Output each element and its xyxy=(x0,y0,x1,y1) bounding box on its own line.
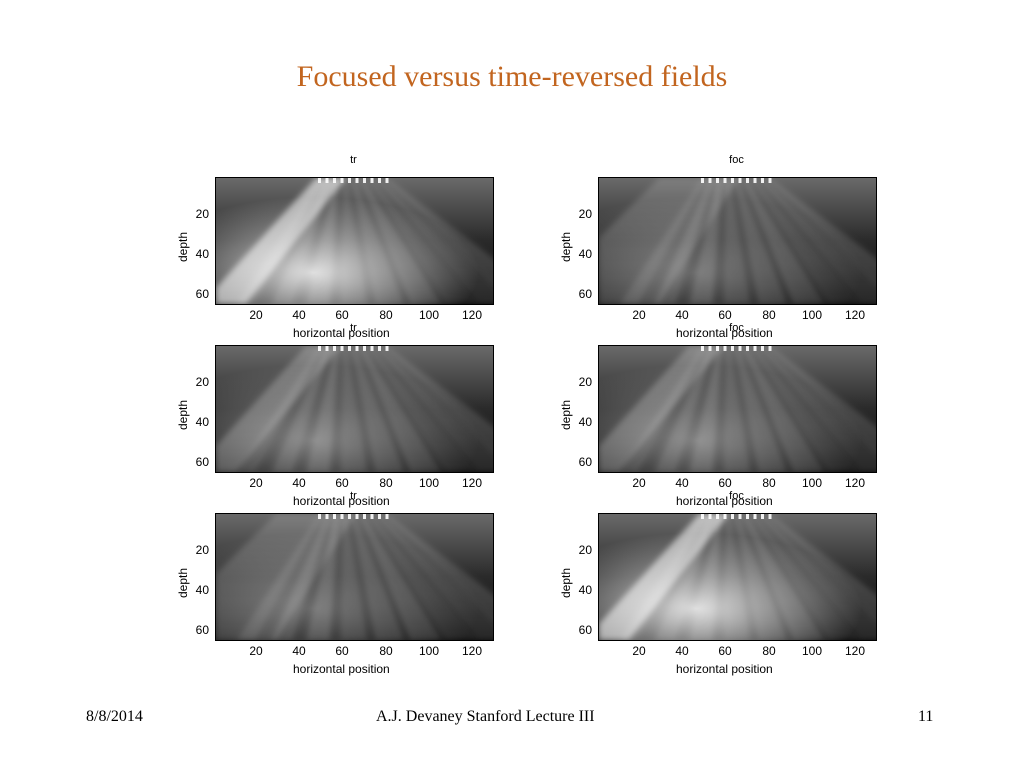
plot-title: foc xyxy=(729,322,744,334)
x-tick-label: 80 xyxy=(379,308,393,322)
y-tick-label: 60 xyxy=(578,455,592,469)
x-tick-label: 20 xyxy=(632,644,646,658)
field-image xyxy=(598,177,877,305)
field-image xyxy=(215,177,494,305)
field-image xyxy=(598,345,877,473)
slide-title: Focused versus time-reversed fields xyxy=(296,60,728,93)
x-tick-label: 80 xyxy=(762,644,776,658)
plot-title: tr xyxy=(350,154,357,166)
y-tick-label: 40 xyxy=(578,583,592,597)
y-tick-label: 20 xyxy=(195,375,209,389)
x-tick-label: 40 xyxy=(292,476,306,490)
y-tick-label: 60 xyxy=(195,455,209,469)
field-image xyxy=(598,513,877,641)
x-tick-label: 60 xyxy=(718,476,732,490)
x-tick-label: 40 xyxy=(675,308,689,322)
y-tick-label: 40 xyxy=(195,415,209,429)
y-tick-label: 60 xyxy=(195,287,209,301)
x-tick-label: 20 xyxy=(632,476,646,490)
y-tick-label: 40 xyxy=(195,583,209,597)
y-axis-label: depth xyxy=(559,231,573,262)
y-tick-label: 40 xyxy=(195,247,209,261)
y-axis-label: depth xyxy=(176,231,190,262)
y-tick-label: 60 xyxy=(578,287,592,301)
footer-page-number: 11 xyxy=(918,708,934,725)
x-axis-label: horizontal position xyxy=(293,494,390,508)
y-tick-label: 20 xyxy=(195,543,209,557)
y-tick-label: 20 xyxy=(578,375,592,389)
x-tick-label: 80 xyxy=(379,476,393,490)
footer-center: A.J. Devaney Stanford Lecture III xyxy=(376,708,595,725)
x-tick-label: 120 xyxy=(461,644,483,658)
x-tick-label: 60 xyxy=(718,308,732,322)
x-tick-label: 40 xyxy=(675,476,689,490)
x-tick-label: 120 xyxy=(844,308,866,322)
x-tick-label: 100 xyxy=(801,308,823,322)
x-axis-label: horizontal position xyxy=(676,662,773,676)
plot-panel: tr 20 40 60 20 40 60 80 100 xyxy=(173,490,573,675)
x-axis-label: horizontal position xyxy=(293,326,390,340)
plot-panel: tr 20 40 60 20 40 60 80 100 xyxy=(173,154,573,339)
plot-title: foc xyxy=(729,490,744,502)
x-tick-label: 120 xyxy=(844,476,866,490)
x-tick-label: 120 xyxy=(461,308,483,322)
y-tick-label: 40 xyxy=(578,247,592,261)
x-tick-label: 40 xyxy=(292,644,306,658)
x-tick-label: 40 xyxy=(675,644,689,658)
x-tick-label: 80 xyxy=(379,644,393,658)
x-tick-label: 20 xyxy=(249,476,263,490)
x-tick-label: 60 xyxy=(718,644,732,658)
field-image xyxy=(215,513,494,641)
x-tick-label: 100 xyxy=(418,308,440,322)
x-axis-label: horizontal position xyxy=(676,494,773,508)
y-axis-label: depth xyxy=(559,399,573,430)
plot-title: foc xyxy=(729,154,744,166)
y-tick-label: 60 xyxy=(195,623,209,637)
y-tick-label: 20 xyxy=(578,207,592,221)
x-tick-label: 100 xyxy=(801,644,823,658)
x-tick-label: 20 xyxy=(249,644,263,658)
x-tick-label: 100 xyxy=(418,476,440,490)
y-axis-label: depth xyxy=(559,567,573,598)
x-tick-label: 80 xyxy=(762,308,776,322)
x-tick-label: 80 xyxy=(762,476,776,490)
x-tick-label: 120 xyxy=(461,476,483,490)
x-tick-label: 40 xyxy=(292,308,306,322)
x-tick-label: 120 xyxy=(844,644,866,658)
x-tick-label: 60 xyxy=(335,308,349,322)
y-tick-label: 40 xyxy=(578,415,592,429)
footer-date: 8/8/2014 xyxy=(86,708,143,725)
plot-panel: foc 20 40 60 20 40 60 80 10 xyxy=(556,490,956,675)
plot-title: tr xyxy=(350,322,357,334)
x-tick-label: 60 xyxy=(335,476,349,490)
x-axis-label: horizontal position xyxy=(676,326,773,340)
x-tick-label: 100 xyxy=(418,644,440,658)
y-tick-label: 60 xyxy=(578,623,592,637)
plot-panel: foc 20 40 60 20 40 60 80 10 xyxy=(556,322,956,507)
x-tick-label: 60 xyxy=(335,644,349,658)
y-tick-label: 20 xyxy=(195,207,209,221)
y-axis-label: depth xyxy=(176,399,190,430)
x-tick-label: 100 xyxy=(801,476,823,490)
x-axis-label: horizontal position xyxy=(293,662,390,676)
plot-title: tr xyxy=(350,490,357,502)
plot-panel: tr 20 40 60 20 40 60 80 100 xyxy=(173,322,573,507)
x-tick-label: 20 xyxy=(632,308,646,322)
y-axis-label: depth xyxy=(176,567,190,598)
plot-panel: foc 20 40 60 20 40 60 80 10 xyxy=(556,154,956,339)
x-tick-label: 20 xyxy=(249,308,263,322)
field-image xyxy=(215,345,494,473)
y-tick-label: 20 xyxy=(578,543,592,557)
